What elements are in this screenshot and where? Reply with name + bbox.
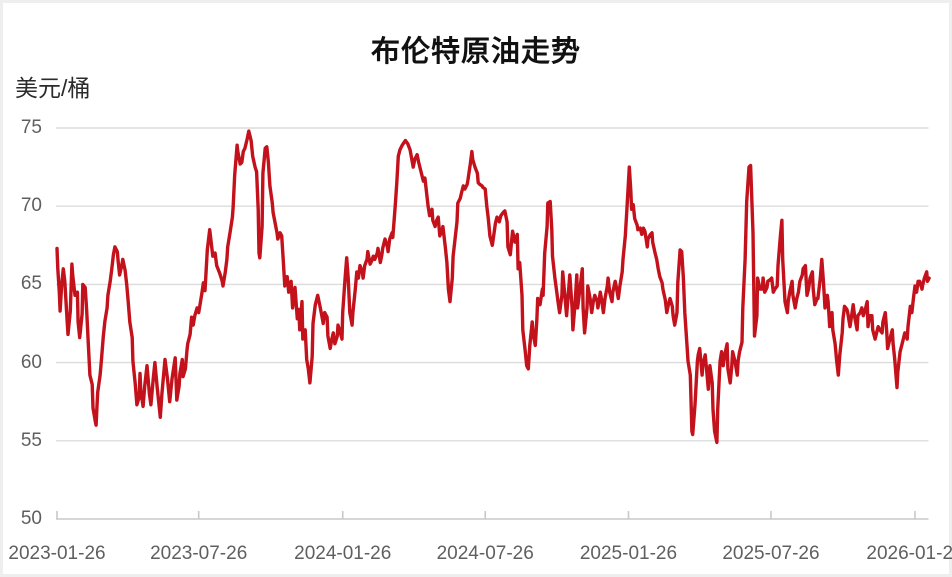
- chart-title: 布伦特原油走势: [370, 36, 581, 68]
- price-line: [55, 129, 931, 445]
- x-tick-label-2026-01-26: 2026-01-26: [866, 543, 952, 564]
- y-tick-label-60: 60: [20, 351, 42, 373]
- y-tick-label-75: 75: [20, 117, 42, 138]
- y-tick-label-50: 50: [20, 508, 42, 529]
- x-tick-label-2024-07-26: 2024-07-26: [436, 543, 534, 564]
- x-tick-label-2023-07-26: 2023-07-26: [150, 543, 248, 564]
- x-tick-label-2024-01-26: 2024-01-26: [294, 543, 392, 564]
- y-tick-label-65: 65: [20, 273, 42, 295]
- y-axis-unit-label: 美元/桶: [15, 75, 91, 101]
- y-tick-label-70: 70: [20, 195, 42, 217]
- x-tick-label-2025-01-26: 2025-01-26: [579, 543, 678, 564]
- y-tick-label-55: 55: [20, 429, 42, 451]
- x-tick-label-2023-01-26: 2023-01-26: [8, 543, 106, 564]
- x-tick-label-2025-07-26: 2025-07-26: [722, 543, 820, 564]
